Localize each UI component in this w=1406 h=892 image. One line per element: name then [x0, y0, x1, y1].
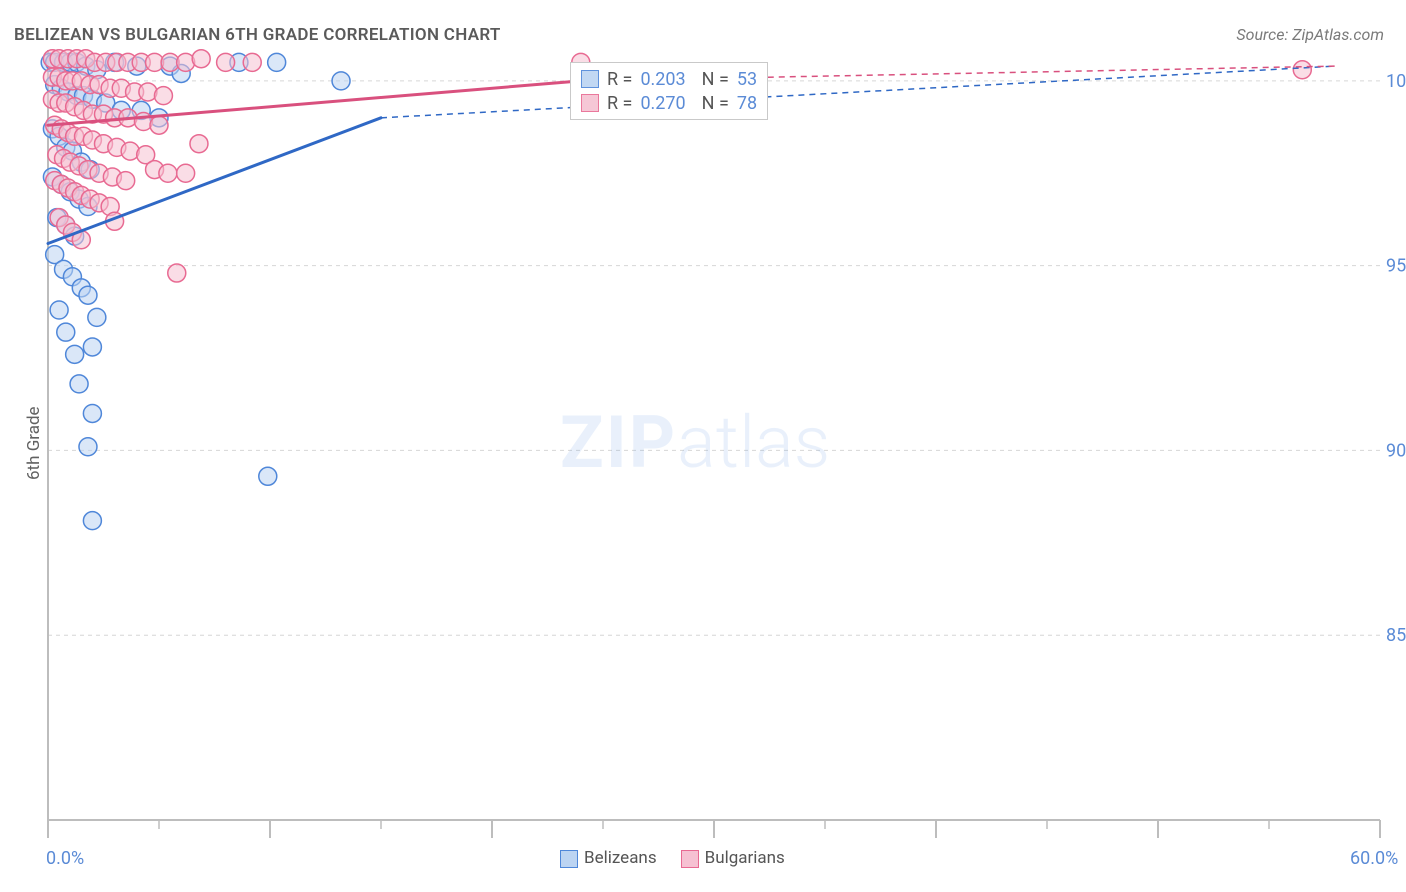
y-tick-label: 95.0% [1386, 256, 1406, 277]
legend-series-label: Bulgarians [705, 848, 785, 868]
legend-series-swatch [560, 850, 578, 868]
scatter-point-belizeans [57, 323, 75, 341]
legend-n-value-bulgarians: 78 [737, 93, 757, 114]
y-tick-label: 90.0% [1386, 440, 1406, 461]
legend-r-value-belizeans: 0.203 [640, 69, 685, 90]
scatter-point-belizeans [83, 338, 101, 356]
scatter-point-belizeans [83, 404, 101, 422]
scatter-point-belizeans [259, 467, 277, 485]
legend-swatch-bulgarians [581, 94, 599, 112]
legend-series: Belizeans Bulgarians [560, 848, 785, 868]
legend-r-label: R = [607, 69, 632, 90]
scatter-plot: 85.0% 90.0% 95.0% 100.0% 0.0% 60.0% [0, 0, 1406, 892]
legend-n-label: N = [702, 69, 729, 90]
legend-series-item-belizeans: Belizeans [560, 848, 657, 868]
scatter-point-belizeans [83, 512, 101, 530]
legend-n-label: N = [702, 93, 729, 114]
scatter-point-belizeans [66, 345, 84, 363]
scatter-point-belizeans [332, 72, 350, 90]
trendline-dash-belizeans [381, 66, 1336, 118]
legend-series-item-bulgarians: Bulgarians [681, 848, 785, 868]
x-tick-label: 60.0% [1350, 848, 1398, 869]
scatter-point-bulgarians [168, 264, 186, 282]
scatter-point-bulgarians [1293, 61, 1311, 79]
scatter-point-belizeans [79, 438, 97, 456]
scatter-point-belizeans [70, 375, 88, 393]
legend-correlation-row-belizeans: R = 0.203 N = 53 [581, 67, 757, 91]
legend-n-value-belizeans: 53 [737, 69, 757, 90]
x-tick-label: 0.0% [46, 848, 84, 869]
scatter-point-belizeans [79, 286, 97, 304]
y-tick-label: 100.0% [1386, 71, 1406, 92]
scatter-point-bulgarians [190, 135, 208, 153]
legend-r-label: R = [607, 93, 632, 114]
legend-swatch-belizeans [581, 70, 599, 88]
scatter-point-bulgarians [177, 164, 195, 182]
scatter-point-bulgarians [159, 164, 177, 182]
legend-correlation-row-bulgarians: R = 0.270 N = 78 [581, 91, 757, 115]
y-axis-label: 6th Grade [24, 406, 44, 480]
legend-series-swatch [681, 850, 699, 868]
legend-r-value-bulgarians: 0.270 [640, 93, 685, 114]
scatter-point-bulgarians [243, 53, 261, 71]
scatter-point-belizeans [50, 301, 68, 319]
legend-series-label: Belizeans [584, 848, 657, 868]
scatter-point-belizeans [88, 308, 106, 326]
scatter-point-bulgarians [150, 116, 168, 134]
legend-correlation: R = 0.203 N = 53 R = 0.270 N = 78 [570, 62, 768, 120]
y-tick-label: 85.0% [1386, 625, 1406, 646]
scatter-point-bulgarians [117, 172, 135, 190]
scatter-point-bulgarians [154, 87, 172, 105]
scatter-point-bulgarians [217, 53, 235, 71]
scatter-point-bulgarians [192, 50, 210, 68]
scatter-point-belizeans [268, 53, 286, 71]
